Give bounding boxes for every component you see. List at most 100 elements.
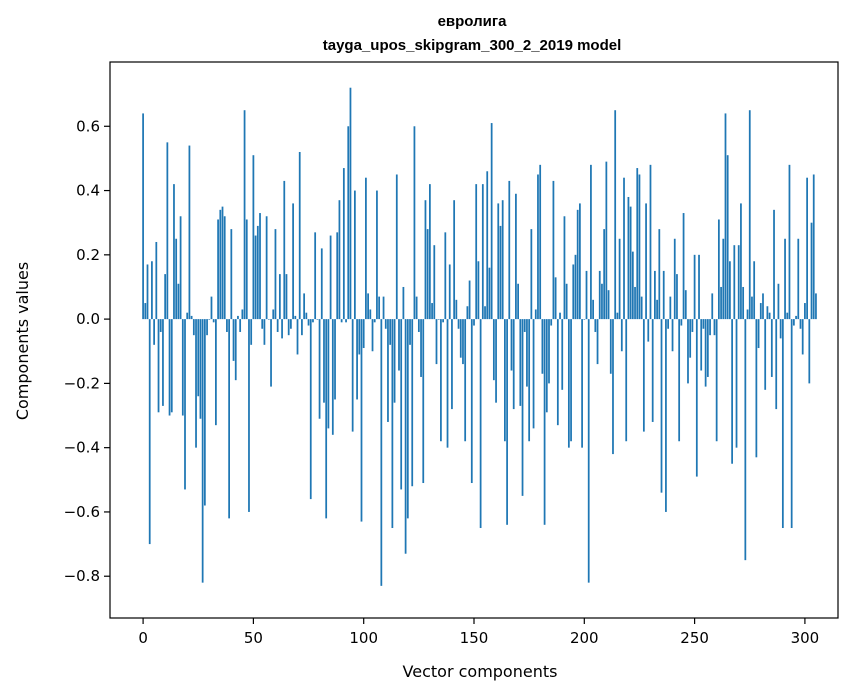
- bar: [618, 238, 621, 320]
- bar: [660, 319, 663, 493]
- bar: [667, 319, 670, 329]
- bar: [276, 319, 279, 332]
- bar: [737, 245, 740, 320]
- y-tick-label: −0.2: [64, 374, 100, 392]
- bar: [499, 225, 502, 320]
- bar: [226, 319, 228, 332]
- bar: [347, 126, 350, 320]
- bar: [296, 319, 299, 355]
- bar: [517, 283, 519, 320]
- bar: [404, 319, 407, 554]
- bar: [250, 319, 253, 345]
- bar: [601, 283, 603, 320]
- bar: [751, 296, 753, 320]
- bar: [490, 123, 493, 320]
- bar: [645, 203, 647, 320]
- bar: [656, 299, 658, 320]
- bar: [506, 319, 508, 525]
- bar: [323, 319, 325, 403]
- bar: [144, 303, 147, 320]
- bar: [362, 319, 365, 349]
- bar: [376, 190, 378, 320]
- bar: [620, 319, 623, 352]
- bar: [770, 319, 773, 377]
- bar: [735, 319, 738, 448]
- bar: [197, 319, 200, 397]
- bar: [501, 200, 504, 320]
- bar: [647, 319, 650, 342]
- bar: [448, 264, 451, 320]
- bar: [484, 306, 486, 320]
- y-tick-label: 0.2: [76, 246, 100, 264]
- y-tick-label: −0.8: [64, 567, 100, 585]
- bar: [358, 319, 361, 355]
- bar: [146, 264, 149, 320]
- bar: [781, 319, 784, 529]
- bar: [649, 164, 652, 320]
- bar: [746, 309, 749, 320]
- bar: [409, 319, 411, 345]
- bar: [548, 319, 550, 384]
- bar: [665, 319, 667, 512]
- bar: [684, 290, 687, 320]
- bar: [353, 190, 356, 320]
- bar: [532, 319, 535, 429]
- bar: [570, 319, 572, 442]
- bar: [285, 274, 288, 320]
- bar: [775, 319, 778, 410]
- bar: [784, 238, 786, 320]
- bar: [331, 319, 334, 435]
- bar: [351, 319, 354, 432]
- bar: [711, 293, 714, 320]
- bar: [367, 293, 369, 320]
- bar: [175, 238, 178, 320]
- bar: [779, 319, 782, 339]
- bar: [755, 319, 758, 458]
- bar: [151, 261, 153, 320]
- bar: [413, 126, 416, 320]
- bar: [519, 319, 522, 406]
- x-tick-label: 50: [244, 629, 263, 647]
- bar: [704, 319, 707, 387]
- bar: [773, 209, 775, 320]
- bar: [215, 319, 217, 426]
- bar: [590, 164, 592, 320]
- bar: [378, 296, 381, 320]
- bar: [239, 319, 242, 332]
- bar: [237, 315, 239, 320]
- bar: [455, 299, 458, 320]
- y-tick-label: 0.4: [76, 182, 100, 200]
- bar: [195, 319, 197, 448]
- bar: [327, 319, 330, 429]
- bar: [515, 193, 517, 320]
- bar: [349, 87, 352, 320]
- bar: [512, 319, 515, 410]
- bar: [181, 319, 184, 416]
- bar: [307, 319, 310, 326]
- bar: [230, 229, 233, 320]
- bar: [248, 319, 250, 512]
- bar: [508, 180, 511, 320]
- bar: [325, 319, 328, 519]
- bar: [799, 319, 802, 329]
- bar: [336, 232, 339, 320]
- bar: [808, 319, 811, 384]
- bar: [550, 319, 553, 326]
- bar: [510, 319, 513, 371]
- bar: [464, 319, 467, 442]
- bar: [583, 319, 586, 320]
- bar: [431, 303, 433, 320]
- bar: [609, 319, 612, 374]
- bar: [468, 280, 471, 320]
- bar: [395, 174, 398, 320]
- bar: [768, 312, 771, 320]
- bar: [398, 319, 400, 371]
- bar: [153, 319, 155, 345]
- x-tick-label: 100: [349, 629, 378, 647]
- bar: [164, 274, 167, 320]
- bar: [574, 254, 577, 320]
- bar: [634, 286, 636, 320]
- bar: [528, 319, 531, 442]
- bar: [148, 319, 151, 545]
